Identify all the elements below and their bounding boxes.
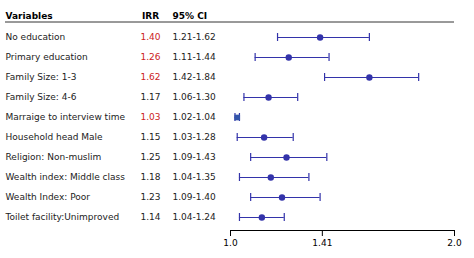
svg-text:IRR: IRR — [142, 11, 159, 21]
svg-text:Wealth index: Middle class: Wealth index: Middle class — [6, 172, 126, 182]
svg-text:2.0: 2.0 — [447, 238, 462, 248]
svg-text:No education: No education — [6, 32, 66, 42]
svg-text:1.62: 1.62 — [140, 72, 160, 82]
svg-text:Primary education: Primary education — [6, 52, 88, 62]
svg-text:1.21-1.62: 1.21-1.62 — [173, 32, 216, 42]
svg-text:1.03: 1.03 — [140, 112, 160, 122]
svg-text:1.14: 1.14 — [140, 212, 160, 222]
svg-text:1.06-1.30: 1.06-1.30 — [173, 92, 217, 102]
svg-text:1.41: 1.41 — [312, 238, 332, 248]
svg-text:Toilet facility:Unimproved: Toilet facility:Unimproved — [5, 212, 120, 222]
svg-text:1.26: 1.26 — [140, 52, 160, 62]
svg-text:1.18: 1.18 — [140, 172, 160, 182]
svg-text:Marraige to interview time: Marraige to interview time — [6, 112, 126, 122]
svg-text:1.11-1.44: 1.11-1.44 — [173, 52, 217, 62]
svg-text:Wealth Index: Poor: Wealth Index: Poor — [6, 192, 91, 202]
svg-text:1.40: 1.40 — [140, 32, 160, 42]
svg-text:1.15: 1.15 — [140, 132, 160, 142]
svg-text:Household head Male: Household head Male — [6, 132, 104, 142]
svg-text:95% CI: 95% CI — [173, 11, 208, 21]
svg-text:1.25: 1.25 — [140, 152, 160, 162]
svg-text:1.09-1.40: 1.09-1.40 — [173, 192, 217, 202]
svg-text:1.23: 1.23 — [140, 192, 160, 202]
svg-text:1.09-1.43: 1.09-1.43 — [173, 152, 216, 162]
svg-text:1.0: 1.0 — [223, 238, 238, 248]
svg-text:1.42-1.84: 1.42-1.84 — [173, 72, 217, 82]
svg-text:1.03-1.28: 1.03-1.28 — [173, 132, 217, 142]
svg-text:1.04-1.35: 1.04-1.35 — [173, 172, 216, 182]
svg-text:Family Size: 1-3: Family Size: 1-3 — [6, 72, 77, 82]
svg-text:Variables: Variables — [6, 11, 53, 21]
svg-text:1.04-1.24: 1.04-1.24 — [173, 212, 217, 222]
svg-text:Family Size: 4-6: Family Size: 4-6 — [6, 92, 77, 102]
svg-text:1.17: 1.17 — [140, 92, 160, 102]
svg-text:Religion: Non-muslim: Religion: Non-muslim — [6, 152, 102, 162]
svg-text:1.02-1.04: 1.02-1.04 — [173, 112, 217, 122]
svg-text:​: ​ — [230, 23, 231, 33]
